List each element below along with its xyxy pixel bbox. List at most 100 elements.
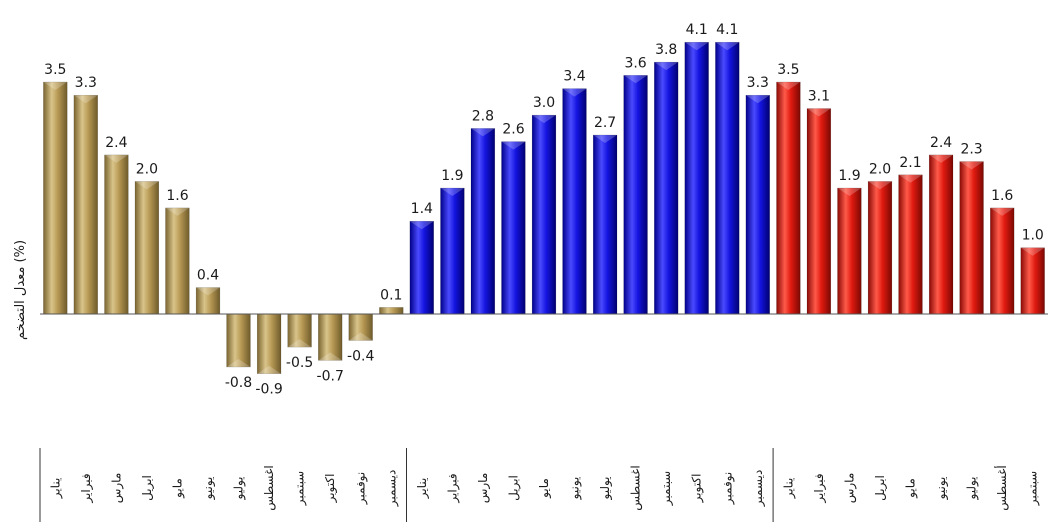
bar-bevel — [226, 359, 251, 367]
bar-bevel — [440, 188, 465, 196]
bar-bevel — [990, 207, 1015, 216]
category-label: مايو — [904, 478, 919, 499]
bar-bevel — [318, 352, 343, 361]
category-label: يناير — [781, 478, 796, 500]
bar-bevel — [837, 188, 862, 196]
category-label: أغسطس — [994, 465, 1010, 510]
category-label: يوليو — [965, 476, 980, 500]
bar — [73, 94, 98, 315]
value-label: -0.8 — [225, 375, 252, 391]
value-label: 0.4 — [197, 268, 219, 284]
category-label: ابريل — [140, 475, 155, 501]
category-label: نوفمبر — [354, 472, 369, 505]
category-label: اغسطس — [262, 465, 277, 510]
value-label: 1.0 — [1022, 228, 1044, 244]
bar-bevel — [684, 42, 709, 51]
category-label: فبراير — [812, 473, 827, 503]
category-label: اكتوبر — [323, 474, 338, 504]
value-label: 2.8 — [472, 108, 494, 124]
category-label: مارس — [476, 473, 491, 504]
bar-bevel — [165, 207, 190, 216]
value-label: 2.0 — [136, 161, 158, 177]
category-label: سبتمبر — [1026, 471, 1041, 506]
bar-bevel — [807, 108, 831, 117]
category-label: سبتمبر — [293, 471, 308, 506]
category-label: ابريل — [873, 475, 888, 501]
value-label: 2.7 — [594, 115, 616, 131]
bar — [379, 307, 404, 315]
bar — [409, 220, 434, 315]
value-label: -0.9 — [255, 382, 282, 398]
bar — [654, 61, 679, 315]
bar-bevel — [868, 181, 892, 190]
category-label: ديسمبر — [751, 470, 766, 508]
value-label: -0.5 — [286, 355, 313, 371]
category-label: فبراير — [445, 473, 460, 503]
bar-bevel — [501, 141, 526, 150]
bar — [134, 181, 160, 315]
value-label: 3.5 — [44, 62, 66, 78]
category-label: يونيو — [934, 477, 949, 501]
value-label: 3.8 — [655, 42, 677, 58]
category-axis: يناير فبراير مارس ابريل مايو يونيو يوليو اغسطس س… — [39, 448, 1041, 522]
bar-bevel — [593, 135, 617, 143]
bar — [715, 41, 740, 315]
bar — [776, 81, 801, 315]
bar-bevel — [776, 82, 801, 90]
value-label: 2.0 — [869, 161, 891, 177]
category-label: مايو — [537, 478, 552, 499]
value-label: 1.4 — [411, 201, 433, 217]
bar-bevel — [348, 332, 373, 341]
bar — [928, 154, 954, 315]
category-label: يونيو — [201, 477, 216, 501]
value-label: 3.1 — [808, 89, 830, 105]
category-label: يوليو — [232, 476, 247, 500]
bar-bevel — [898, 174, 923, 183]
bar — [470, 128, 496, 315]
category-label: ابريل — [507, 475, 522, 501]
y-axis-label: معدل التضخم (%) — [13, 240, 28, 340]
value-label: 2.4 — [105, 135, 127, 151]
category-label: مارس — [109, 473, 124, 504]
category-label: اكتوبر — [690, 474, 705, 504]
value-label: 1.6 — [166, 188, 188, 204]
value-label: 2.6 — [502, 122, 524, 138]
bar-bevel — [959, 161, 984, 170]
bar — [562, 88, 587, 315]
value-label: -0.4 — [347, 349, 374, 365]
value-label: 3.5 — [777, 62, 799, 78]
bar — [806, 108, 832, 315]
category-label: يوليو — [598, 476, 613, 500]
value-label: 2.3 — [960, 142, 982, 158]
bar-bevel — [43, 82, 68, 90]
value-label: 1.9 — [441, 168, 463, 184]
category-label: يناير — [415, 478, 430, 500]
bar-bevel — [104, 154, 129, 163]
value-label: 1.6 — [991, 188, 1013, 204]
category-label: يونيو — [568, 477, 583, 501]
bar-bevel — [471, 128, 495, 137]
value-label: 3.4 — [563, 69, 585, 85]
value-label: 4.1 — [716, 22, 738, 38]
bar-bevel — [196, 287, 220, 296]
value-label: 3.3 — [75, 75, 97, 91]
bar — [990, 207, 1015, 315]
bar-bevel — [532, 115, 556, 124]
bar-bevel — [715, 42, 740, 51]
category-label: اغسطس — [629, 465, 644, 510]
bar — [256, 313, 282, 374]
bar — [867, 181, 893, 315]
bar — [1020, 247, 1045, 315]
bar-bevel — [287, 339, 312, 348]
category-label: فبراير — [79, 473, 94, 503]
bar-bevel — [929, 154, 953, 163]
value-label: 3.0 — [533, 95, 555, 111]
category-label: سبتمبر — [659, 471, 674, 506]
value-label: 3.6 — [624, 55, 646, 71]
bar — [837, 187, 862, 315]
value-label: -0.7 — [317, 368, 344, 384]
value-labels: 3.5 3.3 2.4 2.0 1.6 0.4 -0.8 -0.9-0.5-0.7-0.4 0.… — [44, 22, 1044, 398]
bar — [959, 161, 984, 315]
category-label: مارس — [843, 473, 858, 504]
bar — [165, 207, 190, 315]
